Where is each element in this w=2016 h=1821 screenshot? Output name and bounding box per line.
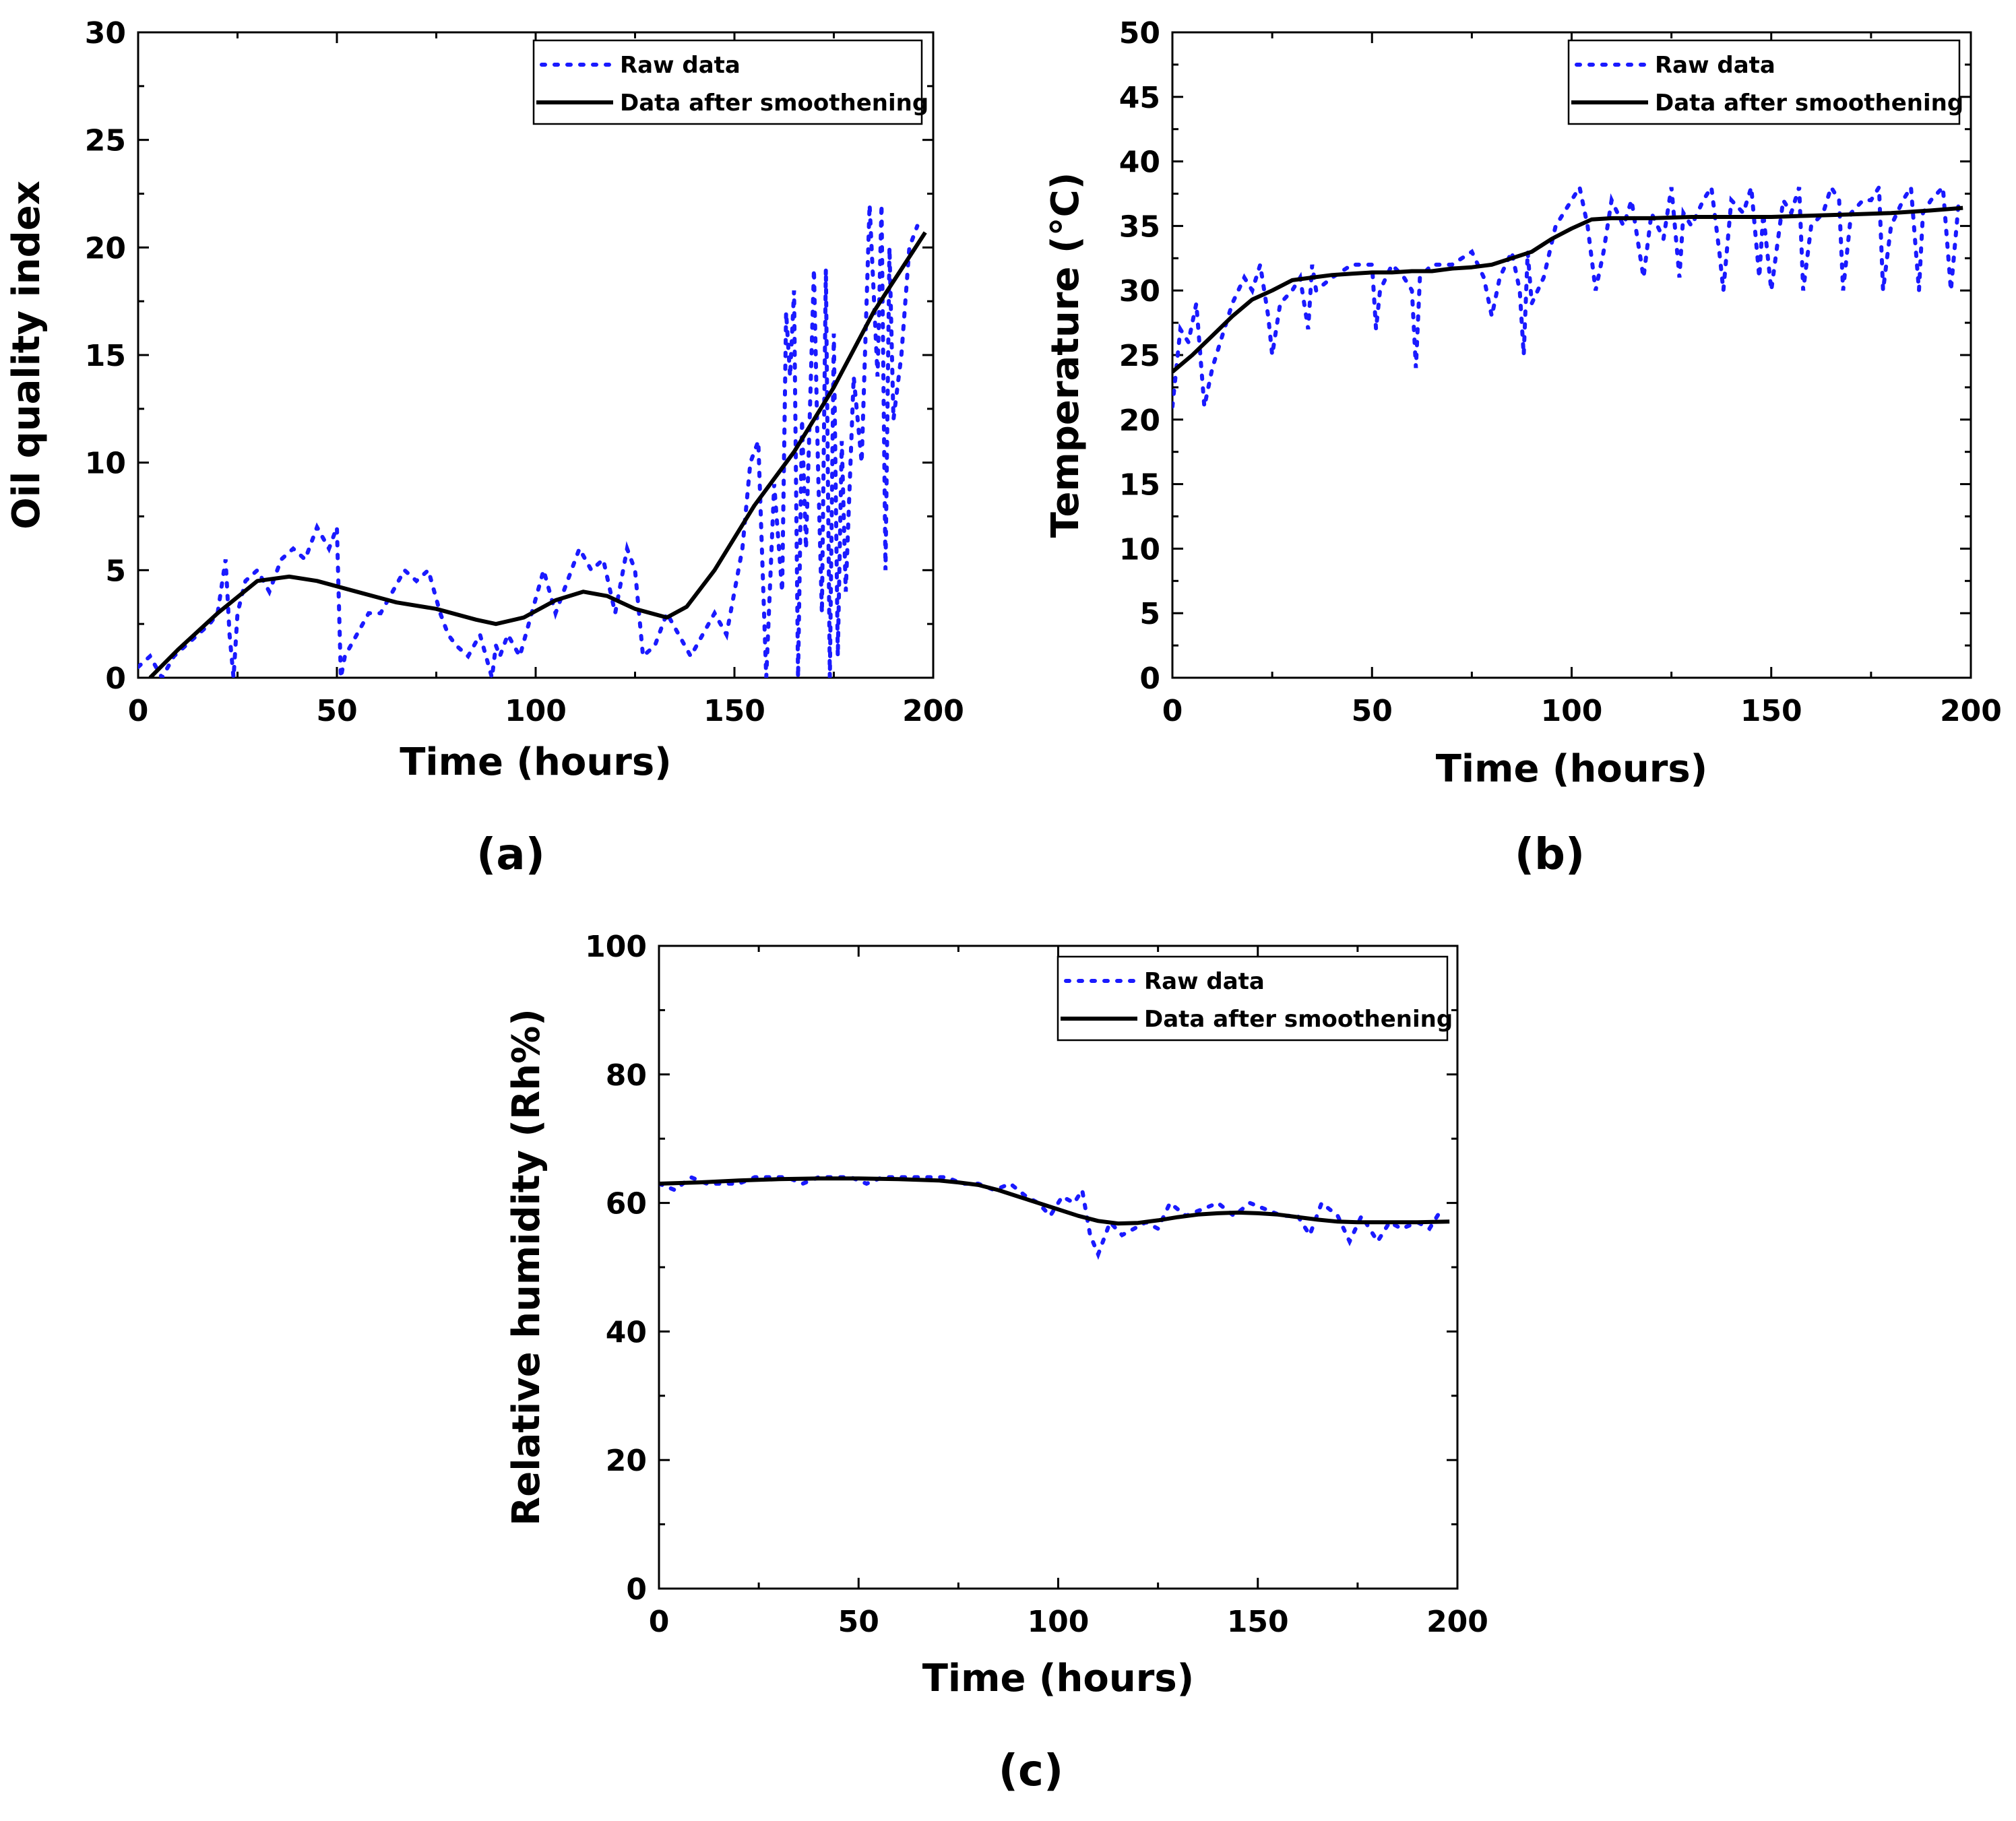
y-axis-label: Temperature (°C): [1044, 172, 1088, 538]
x-tick-label: 0: [649, 1605, 670, 1639]
y-tick-label: 0: [1139, 662, 1160, 696]
panel-label: (a): [476, 830, 545, 880]
legend: Raw data Data after smoothening: [1567, 39, 1963, 125]
y-tick-label: 5: [105, 554, 126, 588]
y-tick-label: 10: [1119, 532, 1160, 567]
y-tick-label: 35: [1119, 210, 1160, 244]
x-axis-label: Time (hours): [400, 740, 672, 784]
series-smoothened-line: [148, 231, 927, 678]
y-tick-label: 15: [1119, 468, 1160, 503]
chart-panel-c: 0 50 100 150 200 0 20 40 60 80 100 Raw data Data aft…: [505, 930, 1488, 1796]
y-tick-label: 5: [1139, 597, 1160, 631]
x-axis-label: Time (hours): [922, 1657, 1195, 1700]
legend-box: [1057, 955, 1449, 1042]
plot-frame: [658, 945, 1459, 1590]
legend-smooth-label: Data after smoothening: [620, 90, 928, 117]
x-tick-label: 200: [1426, 1605, 1488, 1639]
y-tick-label: 50: [1119, 16, 1160, 51]
y-tick-label: 40: [1119, 146, 1160, 180]
x-tick-label: 200: [1940, 694, 2002, 728]
x-axis-label: Time (hours): [1436, 747, 1708, 791]
legend: Raw data Data after smoothening: [532, 39, 928, 125]
plot-frame: [1171, 31, 1972, 679]
y-tick-label: 60: [606, 1187, 647, 1221]
x-tick-label: 100: [505, 694, 567, 728]
x-tick-label: 50: [838, 1605, 879, 1639]
x-tick-label: 50: [316, 694, 357, 728]
legend-raw-label: Raw data: [1144, 968, 1265, 995]
chart-panel-b: 0 50 100 150 200 0 5 10 15 20 25 30 35 40 45 50 Raw data…: [1044, 16, 2002, 880]
legend: Raw data Data after smoothening: [1057, 955, 1453, 1042]
y-tick-label: 15: [85, 339, 126, 373]
x-tick-label: 100: [1541, 694, 1603, 728]
x-tick-label: 50: [1352, 694, 1393, 728]
legend-box: [1567, 39, 1961, 125]
y-axis-label: Relative humidity (Rh%): [505, 1009, 548, 1526]
y-tick-label: 20: [606, 1444, 647, 1478]
y-tick-label: 25: [1119, 339, 1160, 373]
x-tick-label: 200: [902, 694, 964, 728]
panel-label: (c): [999, 1746, 1063, 1796]
x-tick-label: 150: [1740, 694, 1802, 728]
series-smoothened-line: [659, 1176, 1450, 1226]
series-raw-data-line: [1172, 180, 1961, 409]
y-tick-label: 45: [1119, 81, 1160, 115]
panel-label: (b): [1515, 830, 1585, 880]
legend-box: [532, 39, 923, 125]
series-smoothened-line: [1172, 205, 1963, 374]
legend-smooth-label: Data after smoothening: [1144, 1006, 1453, 1033]
y-axis-label: Oil quality index: [5, 181, 49, 530]
legend-raw-label: Raw data: [1655, 52, 1775, 79]
y-tick-label: 0: [105, 662, 126, 696]
y-tick-label: 20: [85, 231, 126, 265]
y-tick-label: 100: [585, 930, 647, 964]
x-tick-label: 150: [703, 694, 765, 728]
legend-raw-label: Raw data: [620, 52, 741, 79]
x-tick-label: 150: [1227, 1605, 1289, 1639]
y-tick-label: 10: [85, 447, 126, 481]
x-tick-label: 0: [128, 694, 149, 728]
x-tick-label: 0: [1162, 694, 1183, 728]
series-raw-data-line: [138, 204, 920, 678]
y-tick-label: 25: [85, 124, 126, 158]
y-tick-label: 30: [85, 16, 126, 51]
chart-panel-a: 0 50 100 150 200 0 5 10 15 20 25 30 Raw data Data aft…: [5, 16, 964, 880]
y-tick-label: 0: [626, 1572, 647, 1607]
legend-smooth-label: Data after smoothening: [1655, 90, 1963, 117]
y-tick-label: 20: [1119, 404, 1160, 438]
y-tick-label: 40: [606, 1315, 647, 1349]
y-tick-label: 80: [606, 1058, 647, 1093]
y-tick-label: 30: [1119, 274, 1160, 309]
series-raw-data-line: [659, 1174, 1444, 1260]
x-tick-label: 100: [1028, 1605, 1090, 1639]
